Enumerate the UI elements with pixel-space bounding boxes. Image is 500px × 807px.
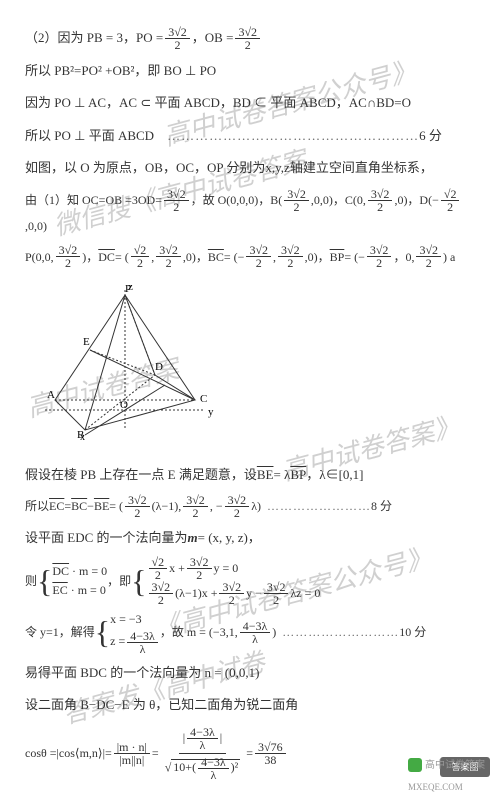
line-6: 由（1）知 OC=OB =3OD=3√22，故 O(0,0,0)，B(3√22,… xyxy=(25,187,475,240)
svg-text:P: P xyxy=(125,283,131,295)
svg-text:E: E xyxy=(83,336,90,348)
line-4: 所以 PO ⊥ 平面 ABCD ………………………………………………6 分 xyxy=(25,122,475,151)
line-10: 设平面 EDC 的一个法向量为 m = (x, y, z)， xyxy=(25,524,475,553)
line-15: cosθ =|cos⟨m,n⟩|= |m · n||m||n| = |4−3λλ… xyxy=(25,724,475,783)
line-2: 所以 PB²=PO² +OB²，即 BO ⊥ PO xyxy=(25,57,475,86)
svg-text:O: O xyxy=(120,399,128,411)
svg-text:x: x xyxy=(80,432,85,440)
line-11: 则 { DC · m = 0 EC · m = 0 ，即 { √22x + 3√… xyxy=(25,556,475,606)
svg-text:C: C xyxy=(200,393,207,405)
line-8: 假设在棱 PB 上存在一点 E 满足题意，设 BE = λBP，λ∈[0,1] xyxy=(25,461,475,490)
line-9: 所以 EC = BC − BE = (3√22(λ−1), 3√22, −3√2… xyxy=(25,493,475,519)
line-3: 因为 PO ⊥ AC，AC ⊂ 平面 ABCD，BD ⊂ 平面 ABCD，AC∩… xyxy=(25,89,475,118)
line-12: 令 y=1，解得 { x = −3 z = 4−3λλ ，故 m = (−3,1… xyxy=(25,610,475,654)
svg-text:D: D xyxy=(155,361,163,373)
svg-text:A: A xyxy=(47,389,55,401)
line-14: 设二面角 B−DC−E 为 θ，已知二面角为锐二面角 xyxy=(25,691,475,720)
line-7: P(0,0,3√22)，DC = (√22,3√22,0)，BC = (−3√2… xyxy=(25,244,475,270)
line-5: 如图，以 O 为原点，OB，OC，OP 分别为x,y,z轴建立空间直角坐标系， xyxy=(25,154,475,183)
line-13: 易得平面 BDC 的一个法向量为 n = (0,0,1) xyxy=(25,659,475,688)
line-1: （2）因为 PB = 3，PO = 3√22，OB = 3√22 xyxy=(25,24,475,53)
geometry-diagram: z P E D A O C y B x xyxy=(25,280,475,451)
svg-text:y: y xyxy=(208,406,214,418)
